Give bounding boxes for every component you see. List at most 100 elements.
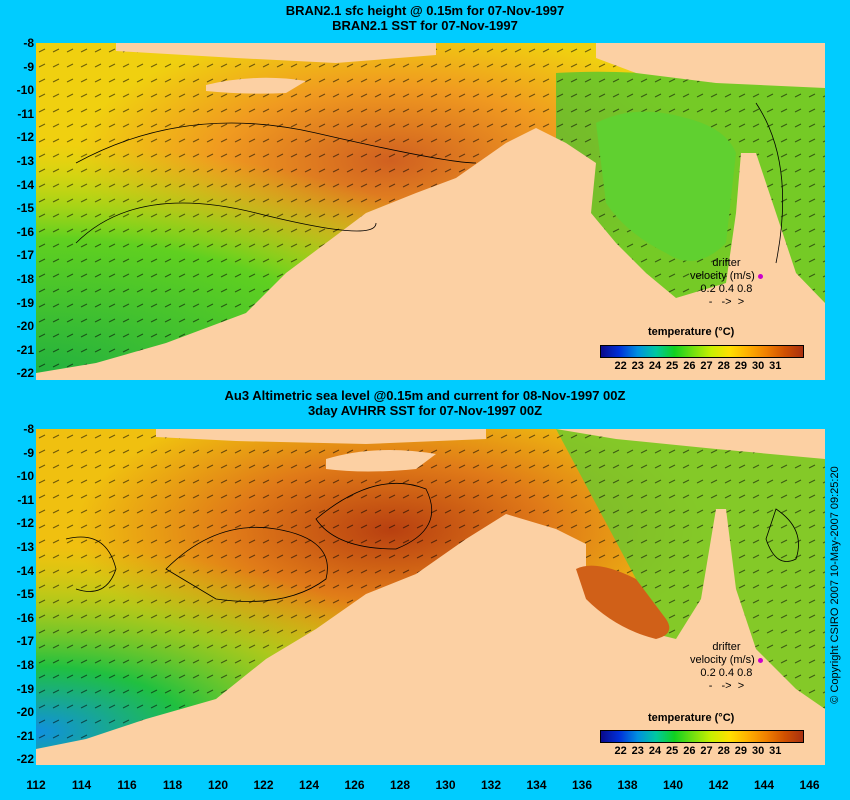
colorbar-tick-label: 29 xyxy=(734,360,748,372)
x-tick-label: 136 xyxy=(571,778,593,792)
x-tick-label: 132 xyxy=(480,778,502,792)
x-tick-label: 116 xyxy=(117,778,137,792)
bottom-y-tick-label: -22 xyxy=(16,752,34,767)
bottom-y-tick-label: -20 xyxy=(16,705,34,720)
bottom-y-tick-label: -14 xyxy=(16,563,34,578)
x-tick-label: 146 xyxy=(799,778,820,792)
x-tick-label: 124 xyxy=(298,778,320,792)
bottom-colorbar-ticks: 22 23 24 25 26 27 28 29 30 31 xyxy=(612,745,784,757)
bottom-y-tick-label: -12 xyxy=(16,516,34,531)
top-drifter-legend: drifter velocity (m/s) 0.2 0.4 0.8 - -> … xyxy=(690,257,763,309)
north-islands xyxy=(116,43,436,63)
x-tick-label: 126 xyxy=(344,778,365,792)
drifter-velocity-label: velocity (m/s) xyxy=(690,270,755,282)
bottom-y-tick-label: -15 xyxy=(16,587,34,602)
copyright-text: © Copyright CSIRO 2007 10-May-2007 09:25… xyxy=(829,466,841,704)
colorbar-tick-label: 31 xyxy=(769,360,782,372)
top-map-subtitle: BRAN2.1 SST for 07-Nov-1997 xyxy=(332,18,518,33)
colorbar-tick-label: 27 xyxy=(700,360,713,372)
x-tick-label: 134 xyxy=(526,778,547,792)
bottom-y-tick-label: -16 xyxy=(16,610,34,625)
top-y-tick-label: -20 xyxy=(16,319,34,334)
top-y-tick-label: -11 xyxy=(17,106,34,121)
top-y-tick-label: -16 xyxy=(16,224,34,239)
timor-island xyxy=(326,450,436,472)
colorbar-tick-label: 28 xyxy=(717,360,730,372)
bottom-map-canvas xyxy=(36,429,825,765)
colorbar-tick-label: 22 xyxy=(614,745,627,757)
gulf-of-carpentaria xyxy=(576,565,670,639)
top-y-tick-label: -12 xyxy=(16,130,34,145)
colorbar-tick-label: 24 xyxy=(648,745,662,757)
australia-land xyxy=(36,509,825,765)
bottom-map-subtitle: 3day AVHRR SST for 07-Nov-1997 00Z xyxy=(307,403,543,418)
papua-land xyxy=(556,429,825,459)
top-y-tick-label: -10 xyxy=(16,83,34,98)
bottom-y-tick-label: -10 xyxy=(16,469,34,484)
velocity-arrows-icon: - -> > xyxy=(708,296,745,308)
top-y-tick-label: -8 xyxy=(23,36,34,50)
top-map-panel xyxy=(36,43,825,380)
bottom-y-tick-label: -13 xyxy=(16,540,34,554)
bottom-y-tick-label: -19 xyxy=(16,681,34,696)
colorbar-tick-label: 25 xyxy=(666,745,679,757)
bottom-y-tick-label: -21 xyxy=(16,728,34,743)
x-tick-label: 144 xyxy=(753,778,775,792)
top-y-tick-label: -9 xyxy=(23,59,34,74)
top-y-tick-label: -13 xyxy=(16,154,34,168)
top-y-tick-label: -15 xyxy=(16,201,34,216)
bottom-colorbar-title: temperature (°C) xyxy=(648,712,735,724)
top-map-canvas xyxy=(36,43,825,380)
top-y-tick-label: -22 xyxy=(16,366,34,381)
bottom-y-tick-label: -8 xyxy=(23,422,34,436)
bottom-y-tick-label: -18 xyxy=(16,658,34,672)
x-tick-label: 130 xyxy=(435,778,456,792)
x-tick-label: 140 xyxy=(662,778,684,792)
velocity-arrows-icon: - -> > xyxy=(708,680,745,692)
north-islands xyxy=(156,429,486,444)
x-tick-label: 120 xyxy=(207,778,229,792)
colorbar-tick-label: 28 xyxy=(717,745,730,757)
australia-land xyxy=(36,128,825,380)
top-y-tick-label: -14 xyxy=(16,177,34,192)
colorbar-tick-label: 23 xyxy=(631,360,644,372)
top-y-tick-label: -17 xyxy=(16,248,34,263)
x-tick-label: 118 xyxy=(162,778,183,792)
papua-land xyxy=(596,43,825,88)
colorbar-tick-label: 30 xyxy=(751,745,765,757)
velocity-scale: 0.2 0.4 0.8 xyxy=(700,667,753,679)
top-colorbar-ticks: 22 23 24 25 26 27 28 29 30 31 xyxy=(612,360,784,372)
drifter-dot-icon xyxy=(757,274,763,279)
top-y-tick-label: -18 xyxy=(16,272,34,286)
colorbar-tick-label: 31 xyxy=(769,745,782,757)
gulf-of-carpentaria xyxy=(596,111,736,261)
x-tick-label: 112 xyxy=(26,778,46,792)
x-tick-label: 128 xyxy=(389,778,411,792)
drifter-label: drifter xyxy=(712,641,741,653)
bottom-drifter-legend: drifter velocity (m/s) 0.2 0.4 0.8 - -> … xyxy=(690,641,763,693)
bottom-y-tick-label: -17 xyxy=(16,634,34,649)
drifter-label: drifter xyxy=(712,257,741,269)
colorbar-tick-label: 22 xyxy=(614,360,627,372)
colorbar-tick-label: 26 xyxy=(683,360,696,372)
x-tick-label: 142 xyxy=(708,778,729,792)
bottom-y-tick-label: -9 xyxy=(23,445,34,460)
colorbar-tick-label: 24 xyxy=(648,360,662,372)
bottom-map-title: Au3 Altimetric sea level @0.15m and curr… xyxy=(224,388,626,403)
colorbar-tick-label: 23 xyxy=(631,745,644,757)
colorbar-tick-label: 25 xyxy=(666,360,679,372)
colorbar-tick-label: 27 xyxy=(700,745,713,757)
bottom-y-tick-label: -11 xyxy=(17,492,34,507)
drifter-velocity-label: velocity (m/s) xyxy=(690,654,755,666)
colorbar-tick-label: 30 xyxy=(751,360,765,372)
top-map-title: BRAN2.1 sfc height @ 0.15m for 07-Nov-19… xyxy=(285,3,565,18)
colorbar-tick-label: 26 xyxy=(683,745,696,757)
colorbar-tick-label: 29 xyxy=(734,745,748,757)
bottom-colorbar xyxy=(600,730,804,743)
top-colorbar-title: temperature (°C) xyxy=(648,326,735,338)
top-y-tick-label: -19 xyxy=(16,295,34,310)
top-y-tick-label: -21 xyxy=(16,342,34,357)
bottom-map-panel xyxy=(36,429,825,765)
x-tick-label: 114 xyxy=(71,778,92,792)
drifter-dot-icon xyxy=(757,658,763,663)
